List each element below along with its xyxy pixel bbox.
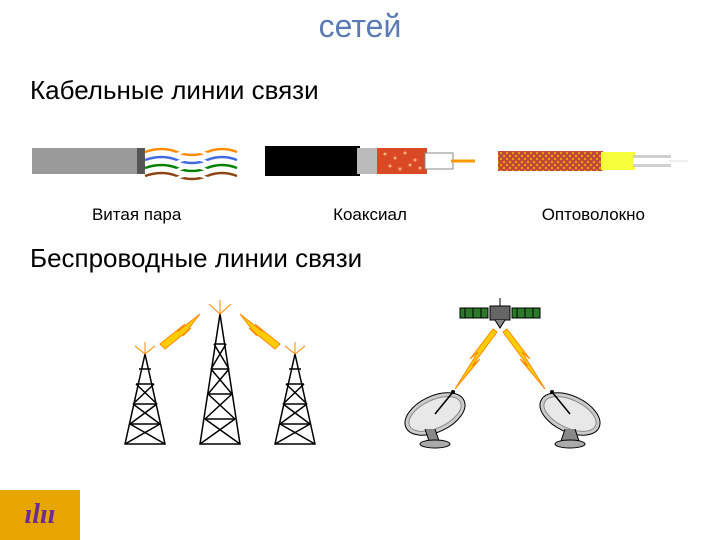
cable-twisted-pair: Витая пара xyxy=(32,131,242,225)
twisted-pair-label: Витая пара xyxy=(92,205,181,225)
coax-label: Коаксиал xyxy=(333,205,407,225)
title-text: сетей xyxy=(319,8,402,44)
section-wireless-title: Беспроводные линии связи xyxy=(0,243,720,274)
logo: ılıı xyxy=(0,490,80,540)
twisted-pair-graphic xyxy=(32,131,242,191)
cables-row: Витая пара Коаксиал xyxy=(0,131,720,225)
page-title: сетей xyxy=(0,0,720,45)
wireless-row xyxy=(0,294,720,459)
satellite-graphic xyxy=(385,294,615,459)
section-wired-title: Кабельные линии связи xyxy=(0,75,720,106)
cable-coax: Коаксиал xyxy=(265,131,475,225)
logo-text: ılıı xyxy=(24,499,55,531)
radio-towers-graphic xyxy=(105,294,335,459)
fiber-label: Оптоволокно xyxy=(542,205,645,225)
coax-graphic xyxy=(265,131,475,191)
cable-fiber: Оптоволокно xyxy=(498,131,688,225)
fiber-graphic xyxy=(498,131,688,191)
